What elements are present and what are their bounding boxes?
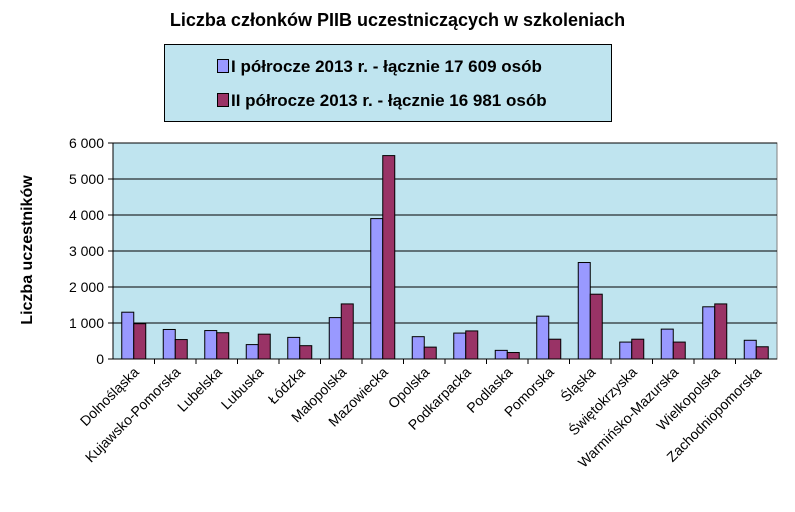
bar-series-2 <box>174 339 188 360</box>
bar-series-2 <box>548 338 562 360</box>
bar-series-2 <box>299 345 313 360</box>
bar-series-1 <box>453 332 467 360</box>
x-tick-label: Śląska <box>557 363 599 405</box>
legend-label-series-2: II półrocze 2013 r. - łącznie 16 981 osó… <box>231 91 547 110</box>
bar-series-2 <box>631 338 645 360</box>
bar-series-1 <box>702 306 716 360</box>
bar-series-2 <box>382 155 396 360</box>
bar-series-2 <box>672 341 686 360</box>
bar-series-1 <box>536 315 550 360</box>
y-tick-label: 4 000 <box>69 207 104 223</box>
y-tick-label: 0 <box>96 351 104 367</box>
legend-item-series-2: II półrocze 2013 r. - łącznie 16 981 osó… <box>217 91 547 111</box>
bar-series-2 <box>257 333 271 360</box>
bar-series-2 <box>755 346 769 360</box>
y-tick-label: 5 000 <box>69 171 104 187</box>
legend-swatch-series-2 <box>217 93 229 107</box>
bar-series-1 <box>287 336 301 360</box>
bar-series-2 <box>589 293 603 360</box>
x-tick-label: Lubelska <box>174 364 225 415</box>
bar-series-1 <box>245 344 259 360</box>
bar-series-2 <box>133 323 147 360</box>
bar-series-1 <box>370 218 384 360</box>
bar-series-2 <box>340 303 354 360</box>
bar-series-1 <box>619 341 633 360</box>
bar-series-2 <box>714 303 728 360</box>
x-tick-label: Lubuska <box>218 364 267 413</box>
y-tick-label: 2 000 <box>69 279 104 295</box>
bar-series-1 <box>660 328 674 360</box>
y-tick-label: 6 000 <box>69 135 104 151</box>
bar-series-1 <box>577 262 591 360</box>
bar-series-1 <box>121 311 135 360</box>
bar-series-1 <box>743 339 757 360</box>
chart-title: Liczba członków PIIB uczestniczących w s… <box>169 10 626 30</box>
legend: I półrocze 2013 r. - łącznie 17 609 osób… <box>164 44 612 122</box>
bar-series-2 <box>423 346 437 360</box>
legend-label-series-1: I półrocze 2013 r. - łącznie 17 609 osób <box>231 57 542 76</box>
legend-swatch-series-1 <box>217 59 229 73</box>
bar-series-1 <box>328 317 342 360</box>
bar-series-1 <box>494 349 508 360</box>
bar-series-1 <box>204 330 218 360</box>
y-tick-label: 1 000 <box>69 315 104 331</box>
bar-series-1 <box>162 328 176 360</box>
bar-series-1 <box>411 336 425 360</box>
bar-series-2 <box>465 330 479 360</box>
y-tick-label: 3 000 <box>69 243 104 259</box>
legend-item-series-1: I półrocze 2013 r. - łącznie 17 609 osób <box>217 57 542 77</box>
bar-series-2 <box>506 352 520 360</box>
bar-series-2 <box>216 332 230 360</box>
